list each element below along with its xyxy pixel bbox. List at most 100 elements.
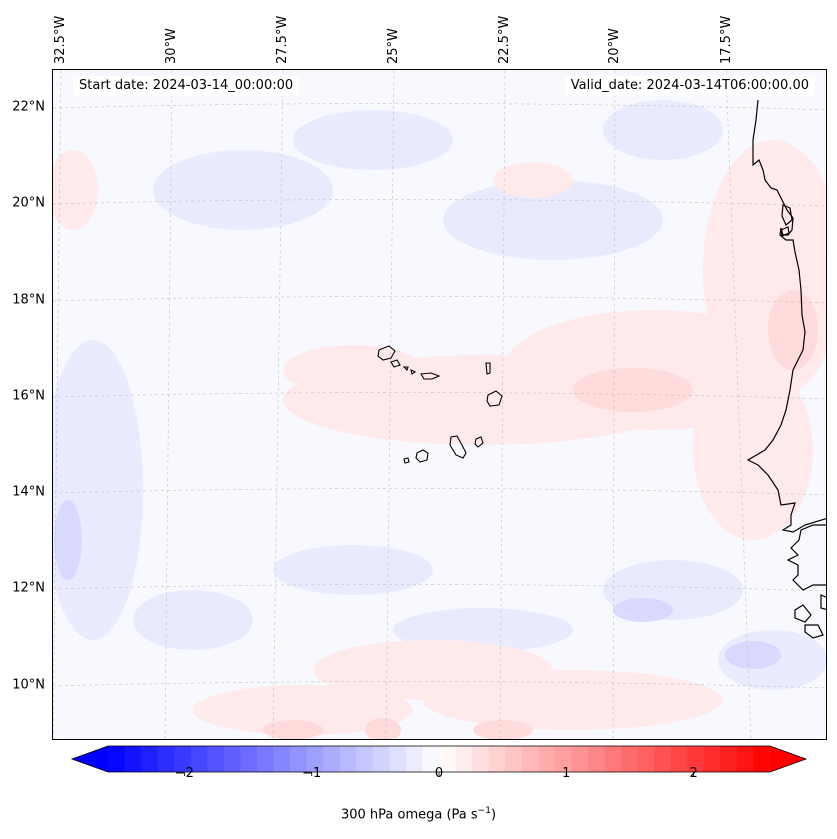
colorbar-tick-label: −2	[174, 766, 194, 781]
lat-tick-label: 16°N	[12, 388, 45, 404]
colorbar-segment	[124, 746, 142, 772]
coastline-path	[746, 99, 826, 533]
colorbar-segment	[389, 746, 407, 772]
colorbar-segment	[356, 746, 374, 772]
colorbar-segment	[621, 746, 639, 772]
colorbar-segment	[323, 746, 341, 772]
island-sao-nicolau	[420, 372, 441, 380]
colorbar-segment	[273, 746, 291, 772]
positive-region	[473, 720, 533, 739]
colorbar-segment	[223, 746, 241, 772]
parallel-gridline	[53, 488, 826, 496]
positive-region	[573, 368, 693, 412]
colorbar-extend-min	[72, 746, 108, 772]
map-panel	[52, 69, 827, 740]
colorbar-segment	[405, 746, 423, 772]
cape-verde-islands	[377, 345, 503, 464]
negative-region	[725, 641, 781, 669]
meridian-gridline	[53, 70, 62, 739]
parallel-gridline	[53, 296, 826, 304]
negative-region	[273, 545, 433, 595]
colorbar-segment	[372, 746, 390, 772]
colorbar-segment	[587, 746, 605, 772]
colorbar-label: 300 hPa omega (Pa s−1)	[0, 806, 837, 822]
parallel-gridline	[53, 392, 826, 400]
colorbar-segment	[505, 746, 523, 772]
colorbar-segment	[455, 746, 473, 772]
colorbar-segment	[207, 746, 225, 772]
colorbar-tick-label: 0	[434, 766, 444, 781]
stronger-negative-regions	[54, 500, 781, 669]
lat-tick-label: 20°N	[12, 195, 45, 211]
colorbar-label-text: 300 hPa omega (Pa s	[340, 807, 478, 823]
negative-region	[613, 598, 673, 622]
lon-tick-label: 30°W	[164, 28, 179, 64]
island-raso	[410, 368, 417, 375]
colorbar-tick-label: −1	[302, 766, 322, 781]
coastline-path	[786, 524, 826, 591]
parallel-gridline	[53, 199, 826, 207]
island-sao-vicente	[390, 359, 401, 368]
coastline-path	[804, 624, 824, 639]
coastline-path	[781, 204, 793, 226]
lon-tick-label: 32.5°W	[53, 15, 68, 64]
start-date-label: Start date: 2024-03-14_00:00:00	[73, 76, 300, 96]
colorbar-segment	[538, 746, 556, 772]
colorbar-segment	[472, 746, 490, 772]
meridian-gridline	[725, 70, 752, 739]
colorbar-segment	[108, 746, 126, 772]
lat-tick-label: 18°N	[12, 292, 45, 308]
meridian-gridline	[272, 70, 284, 739]
colorbar-segment	[703, 746, 721, 772]
island-fogo	[415, 449, 429, 463]
coastline-path	[794, 604, 812, 623]
island-santo-antao	[377, 345, 396, 361]
negative-region	[603, 100, 723, 160]
colorbar-segment	[670, 746, 688, 772]
lon-tick-label: 20°W	[607, 28, 622, 64]
positive-region	[193, 685, 413, 735]
meridian-gridline	[164, 70, 173, 739]
positive-region	[53, 150, 98, 230]
parallel-gridline	[53, 681, 826, 689]
positive-region	[768, 290, 818, 370]
lat-tick-label: 10°N	[12, 677, 45, 693]
lon-tick-label: 25°W	[386, 28, 401, 64]
lat-tick-label: 12°N	[12, 580, 45, 596]
colorbar-tick-label: 1	[562, 766, 571, 781]
negative-region	[153, 150, 333, 230]
colorbar-segment	[339, 746, 357, 772]
colorbar-tick-label: 2	[689, 766, 698, 781]
positive-region	[263, 720, 323, 739]
colorbar-segment	[240, 746, 258, 772]
island-sal	[485, 362, 491, 375]
negative-region	[133, 590, 253, 650]
colorbar-extend-max	[770, 746, 806, 772]
colorbar-segment	[720, 746, 738, 772]
colorbar-label-end: )	[490, 807, 497, 823]
colorbar-segment	[256, 746, 274, 772]
colorbar-segment	[637, 746, 655, 772]
meridian-gridline	[385, 70, 395, 739]
lat-tick-label: 14°N	[12, 484, 45, 500]
colorbar-segment	[521, 746, 539, 772]
parallel-gridline	[53, 103, 826, 111]
positive-region	[423, 670, 723, 730]
colorbar-segment	[571, 746, 589, 772]
colorbar-segment	[157, 746, 175, 772]
lon-tick-label: 27.5°W	[275, 15, 290, 64]
meridian-gridline	[499, 70, 506, 739]
negative-region	[293, 110, 453, 170]
coastline-path	[820, 594, 826, 611]
meridian-gridline	[612, 70, 616, 739]
island-santiago	[449, 435, 467, 459]
island-boa-vista	[486, 390, 503, 407]
gridlines	[53, 70, 826, 739]
colorbar-segment	[736, 746, 754, 772]
parallel-gridline	[53, 584, 826, 592]
island-brava	[403, 457, 410, 464]
negative-region	[54, 500, 82, 580]
island-maio	[474, 436, 484, 448]
lon-tick-label: 17.5°W	[719, 15, 734, 64]
negative-omega-regions	[53, 100, 826, 690]
